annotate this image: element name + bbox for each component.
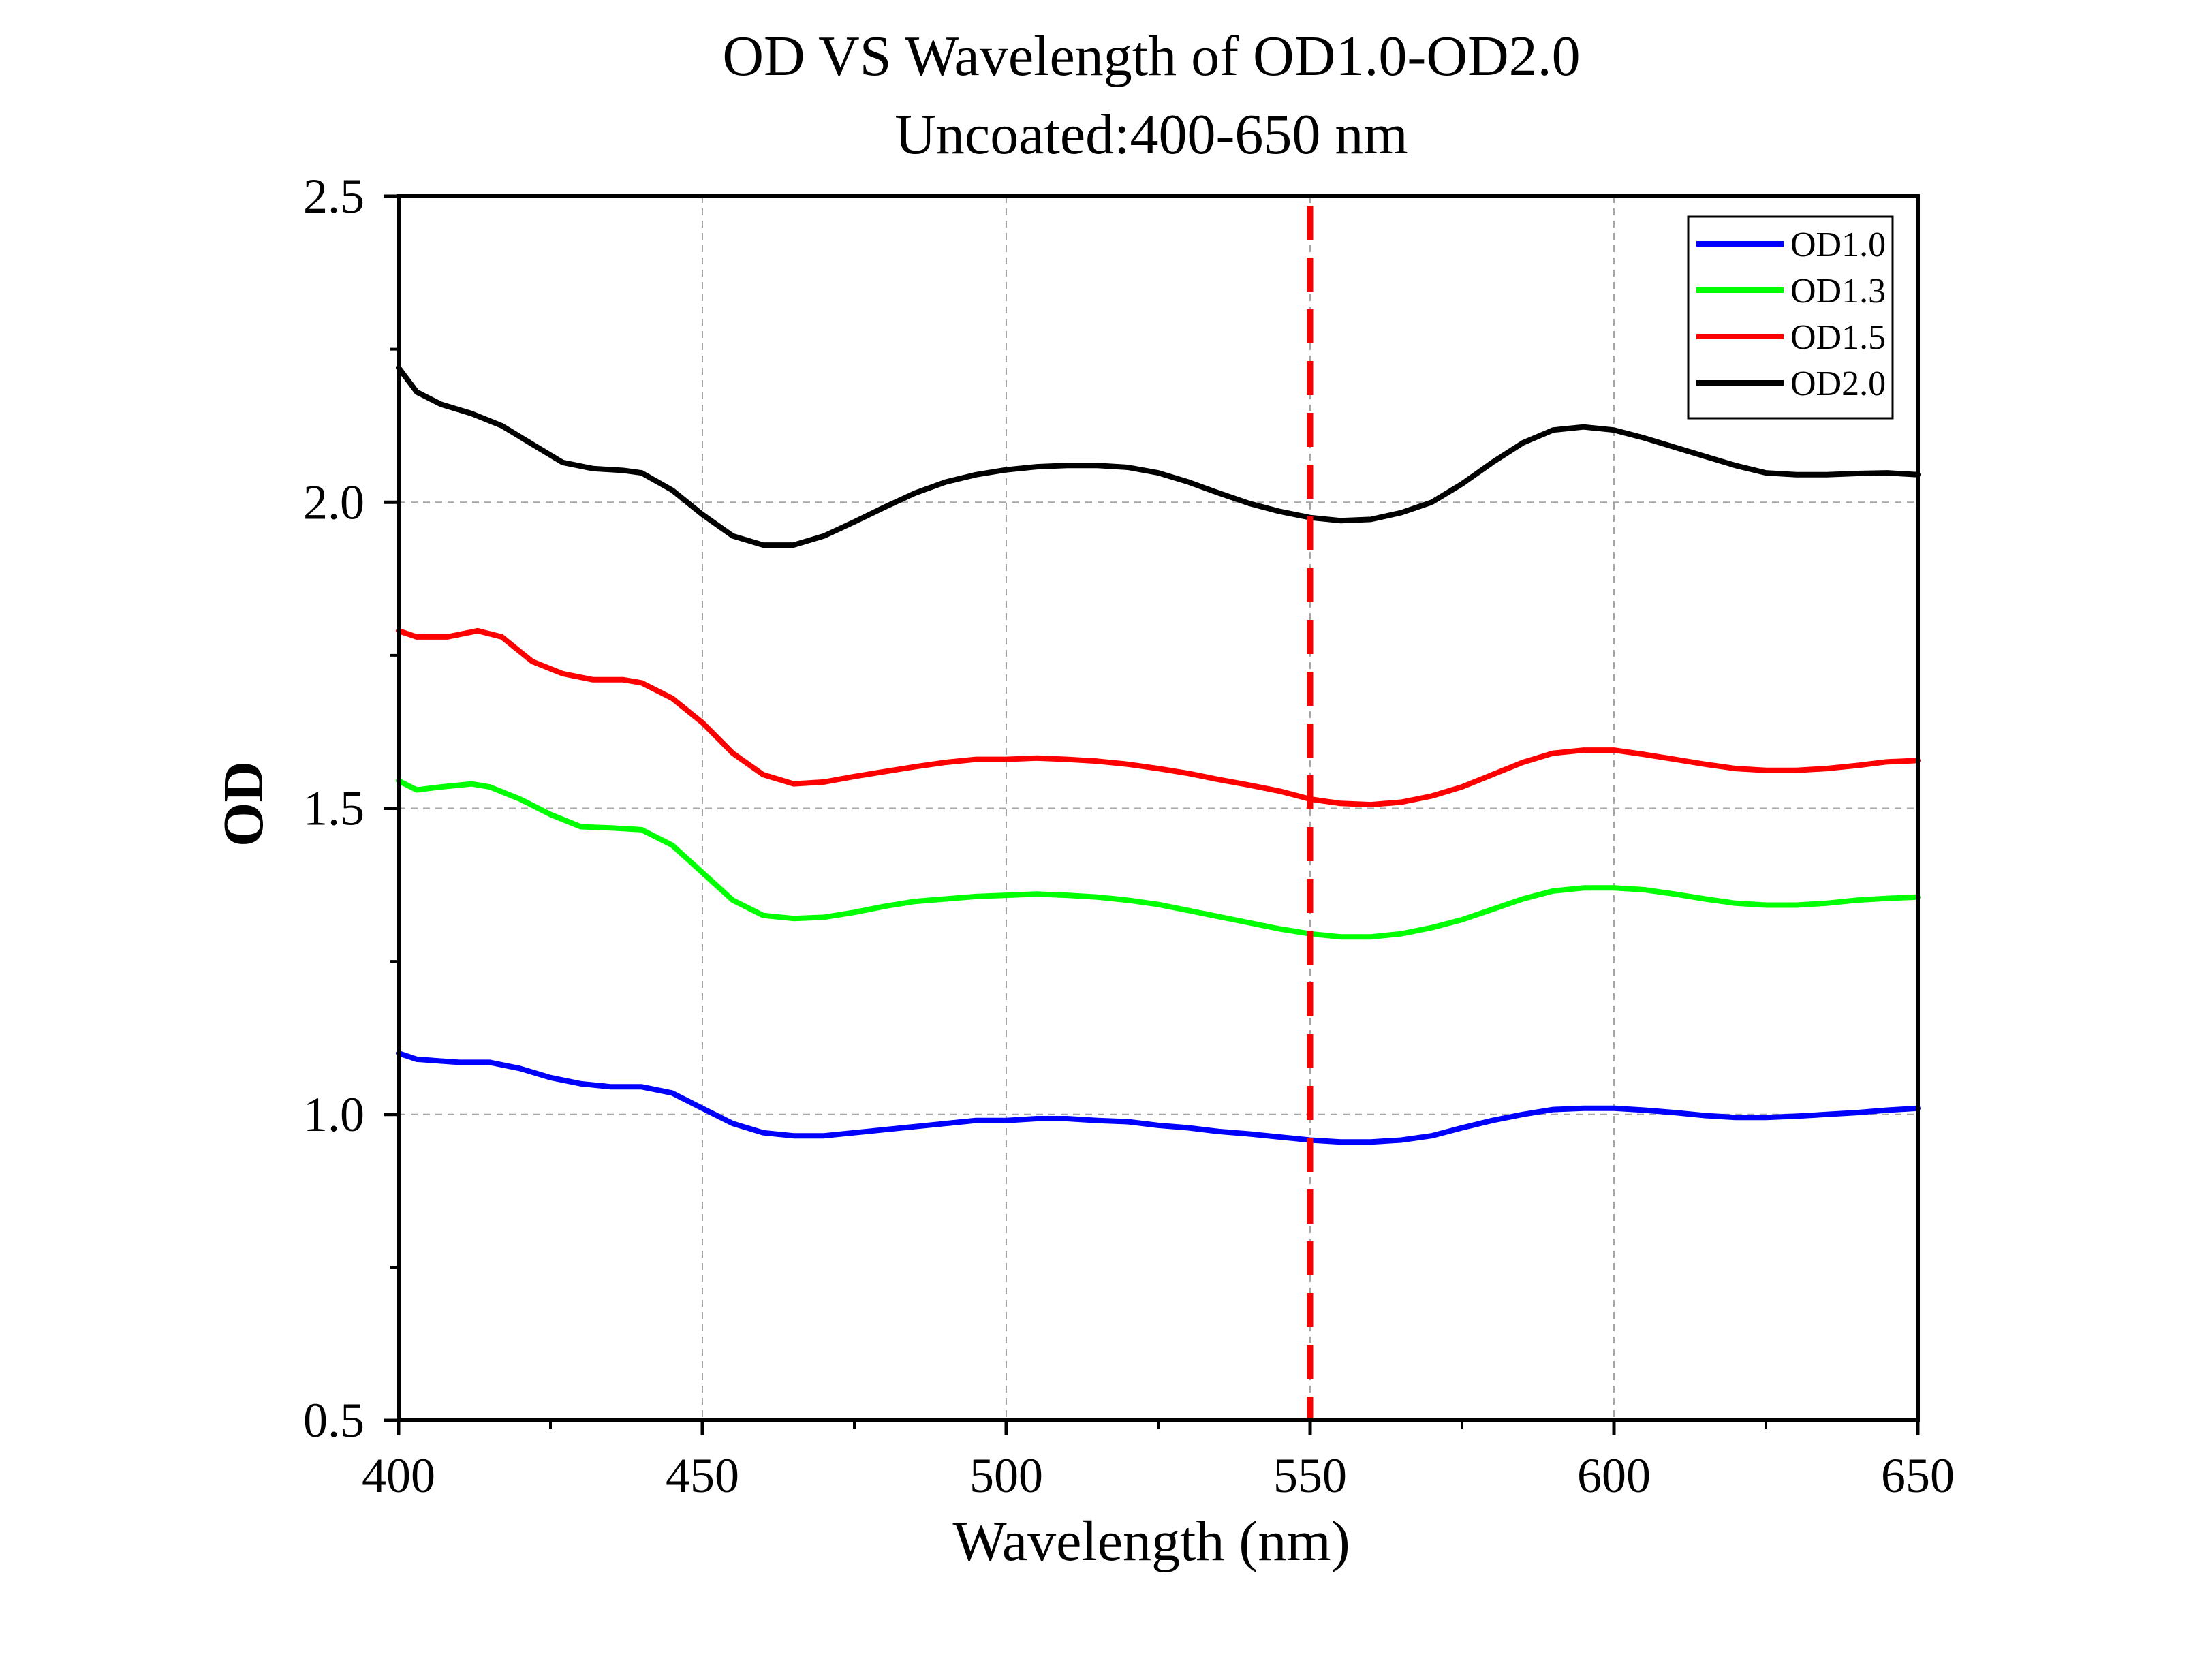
x-axis-label: Wavelength (nm) [952, 1510, 1350, 1573]
legend-label-OD1.0: OD1.0 [1790, 225, 1886, 264]
chart-title: OD VS Wavelength of OD1.0-OD2.0 [722, 25, 1580, 88]
chart-subtitle: Uncoated:400-650 nm [895, 103, 1408, 166]
legend-label-OD1.3: OD1.3 [1790, 272, 1886, 311]
y-tick-label: 1.0 [303, 1087, 364, 1142]
x-tick-label: 650 [1881, 1448, 1955, 1503]
x-tick-label: 600 [1577, 1448, 1651, 1503]
x-tick-label: 550 [1273, 1448, 1347, 1503]
series-line-OD1.5 [396, 627, 1921, 808]
series-lines [396, 364, 1921, 1145]
series-line-OD2.0 [396, 364, 1921, 548]
y-tick-label: 2.0 [303, 475, 364, 529]
legend-label-OD1.5: OD1.5 [1790, 318, 1886, 357]
y-tick-label: 0.5 [303, 1393, 364, 1448]
legend-label-OD2.0: OD2.0 [1790, 364, 1886, 403]
y-axis-label: OD [212, 761, 275, 847]
y-tick-label: 1.5 [303, 781, 364, 836]
legend: OD1.0 OD1.3 OD1.5 OD2.0 [1687, 215, 1894, 420]
x-tick-label: 450 [666, 1448, 739, 1503]
series-line-OD1.0 [396, 1050, 1921, 1145]
x-tick-label: 400 [362, 1448, 435, 1503]
x-tick-label: 500 [969, 1448, 1043, 1503]
series-line-OD1.3 [396, 778, 1921, 940]
y-tick-label: 2.5 [303, 169, 364, 223]
axes: 400 450 500 550 600 650 0.5 1.0 1.5 2.0 2.5 [303, 169, 1955, 1503]
